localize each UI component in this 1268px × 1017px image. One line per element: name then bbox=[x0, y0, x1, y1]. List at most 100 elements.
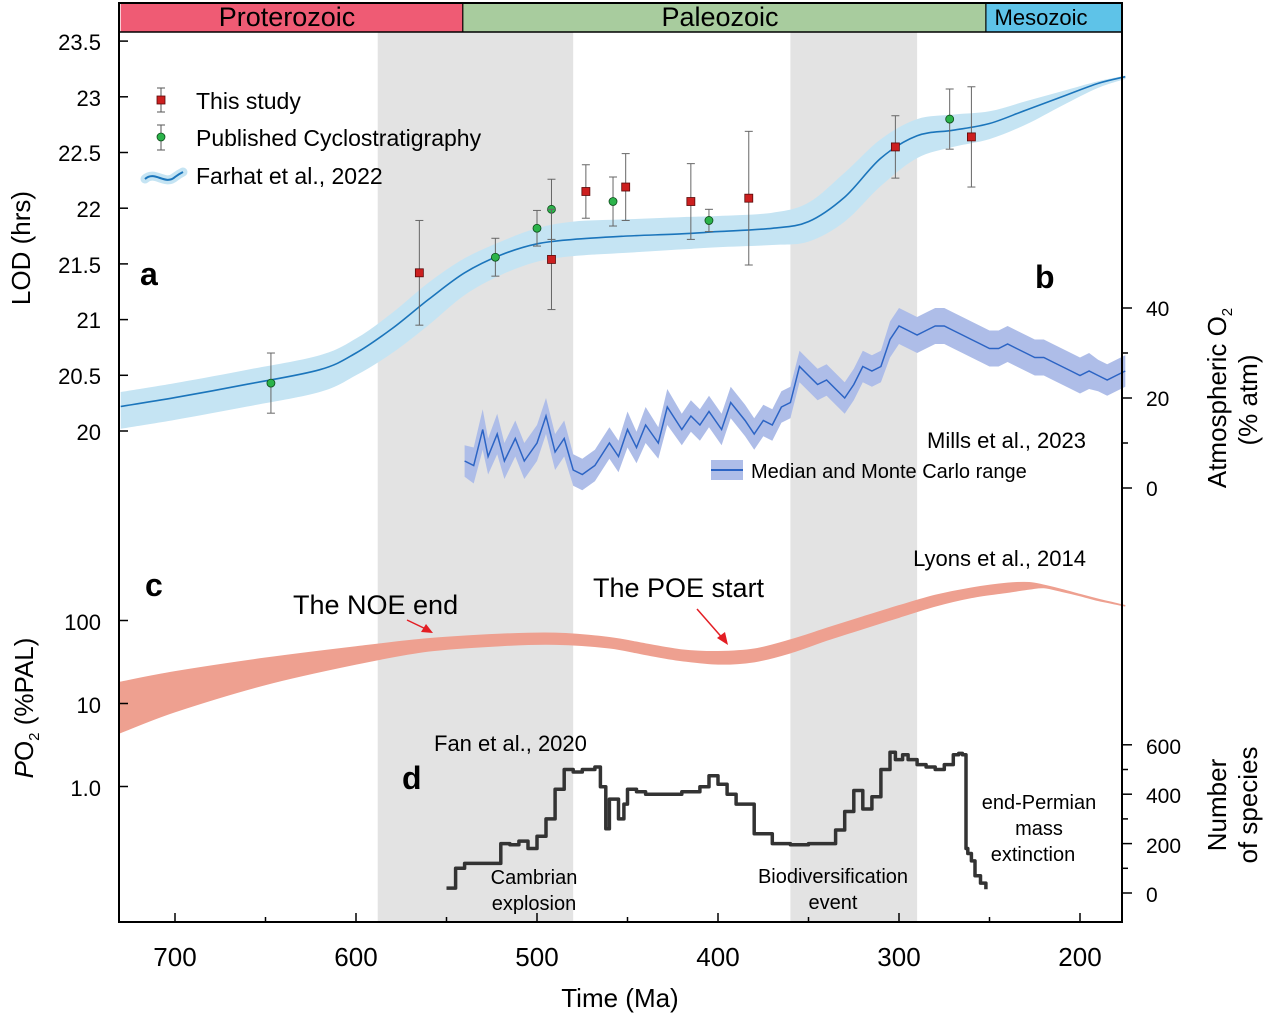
era-block bbox=[120, 3, 463, 32]
lod-tick-label: 20 bbox=[77, 420, 101, 445]
lod-axis-label: LOD (hrs) bbox=[6, 191, 36, 305]
po2-axis-label-rest: (%PAL) bbox=[9, 638, 39, 733]
species-panel bbox=[446, 750, 988, 890]
permian-label-line3: extinction bbox=[991, 844, 1076, 866]
cyclo-point bbox=[608, 197, 618, 206]
species-tick-label: 0 bbox=[1146, 884, 1158, 907]
x-tick-labels: 700 600 500 400 300 200 bbox=[153, 942, 1101, 972]
o2-axis-label-main: Atmospheric O bbox=[1202, 316, 1232, 488]
shaded-interval bbox=[377, 32, 574, 922]
biodiv-label-line1: Biodiversification bbox=[758, 866, 908, 888]
species-axis-label-line2: of species bbox=[1233, 746, 1263, 863]
o2-tick-labels: 0 20 40 bbox=[1146, 298, 1169, 501]
x-tick-label: 600 bbox=[334, 942, 377, 972]
lod-points bbox=[266, 86, 976, 414]
mills-legend-label: Median and Monte Carlo range bbox=[751, 461, 1027, 483]
x-tick-label: 200 bbox=[1058, 942, 1101, 972]
this-study-point bbox=[967, 132, 976, 142]
cambrian-label-line1: Cambrian bbox=[491, 867, 578, 889]
legend-farhat-line bbox=[144, 171, 184, 181]
po2-tick-label: 100 bbox=[64, 610, 101, 635]
cyclo-point bbox=[490, 252, 500, 262]
noe-label: The NOE end bbox=[293, 590, 458, 620]
o2-axis-label-sub: 2 bbox=[1219, 308, 1236, 316]
x-tick-label: 300 bbox=[877, 942, 920, 972]
era-label-mesozoic: Mesozoic bbox=[995, 5, 1088, 30]
legend-this-study-label: This study bbox=[196, 88, 301, 114]
cambrian-label-line2: explosion bbox=[492, 893, 577, 915]
farhat-line bbox=[120, 75, 1126, 408]
lod-tick-label: 22 bbox=[77, 197, 101, 222]
o2-range-band bbox=[464, 308, 1126, 491]
o2-axis-label-line2: (% atm) bbox=[1233, 355, 1263, 446]
po2-band bbox=[119, 581, 1126, 734]
poe-arrow-head bbox=[717, 632, 728, 645]
o2-tick-label: 0 bbox=[1146, 478, 1158, 501]
lod-tick-labels: 20 20.5 21 21.5 22 22.5 23 23.5 bbox=[58, 30, 101, 445]
po2-axis-label-p: P bbox=[9, 760, 39, 778]
era-bar bbox=[120, 3, 1122, 32]
noe-arrow-head bbox=[421, 624, 433, 633]
this-study-point bbox=[890, 142, 900, 152]
mills-citation: Mills et al., 2023 bbox=[927, 428, 1086, 453]
x-tick-label: 500 bbox=[515, 942, 558, 972]
this-study-point bbox=[686, 197, 696, 206]
x-tick-label: 400 bbox=[696, 942, 739, 972]
po2-axis-label-sub: 2 bbox=[26, 732, 43, 740]
this-study-point bbox=[547, 255, 556, 264]
legend-cyclo-marker bbox=[156, 132, 166, 142]
lod-tick-label: 21 bbox=[77, 308, 101, 333]
species-tick-label: 200 bbox=[1146, 835, 1181, 858]
permian-label-line1: end-Permian bbox=[982, 792, 1097, 814]
species-tick-labels: 0 200 400 600 bbox=[1146, 736, 1181, 907]
this-study-point bbox=[744, 193, 754, 203]
po2-panel bbox=[119, 581, 1126, 734]
species-tick-label: 600 bbox=[1146, 736, 1181, 759]
lod-tick-label: 21.5 bbox=[58, 253, 101, 278]
lod-tick-label: 23 bbox=[77, 86, 101, 111]
legend-this-study-marker bbox=[156, 95, 166, 105]
panel-letter-c: c bbox=[145, 567, 163, 603]
cyclo-point bbox=[266, 378, 276, 388]
this-study-point bbox=[581, 187, 591, 196]
era-label-proterozoic: Proterozoic bbox=[219, 2, 356, 32]
cyclo-point bbox=[945, 114, 955, 124]
o2-median-line bbox=[464, 325, 1126, 476]
x-tick-label: 700 bbox=[153, 942, 196, 972]
panel-letter-b: b bbox=[1035, 259, 1055, 295]
x-axis-label: Time (Ma) bbox=[561, 983, 678, 1013]
po2-axis-label: PO2 (%PAL) bbox=[9, 638, 43, 779]
permian-label-line2: mass bbox=[1015, 818, 1063, 840]
legend-cyclo-label: Published Cyclostratigraphy bbox=[196, 125, 482, 151]
this-study-point bbox=[621, 182, 631, 192]
po2-axis-label-o: O bbox=[9, 741, 39, 761]
era-label-paleozoic: Paleozoic bbox=[661, 2, 778, 32]
o2-tick-label: 40 bbox=[1146, 298, 1169, 321]
panel-letter-a: a bbox=[140, 256, 158, 292]
legend-farhat-label: Farhat et al., 2022 bbox=[196, 163, 383, 189]
o2-tick-label: 20 bbox=[1146, 388, 1169, 411]
lod-tick-label: 23.5 bbox=[58, 30, 101, 55]
this-study-point bbox=[414, 268, 424, 278]
lod-panel bbox=[120, 75, 1126, 429]
axis-ticks bbox=[119, 40, 1132, 922]
fan-citation: Fan et al., 2020 bbox=[434, 731, 587, 756]
po2-tick-label: 1.0 bbox=[70, 776, 101, 801]
panel-letter-d: d bbox=[402, 760, 422, 796]
biodiv-label-line2: event bbox=[809, 892, 858, 914]
era-block bbox=[462, 3, 986, 32]
o2-panel bbox=[464, 308, 1126, 491]
lod-tick-label: 20.5 bbox=[58, 364, 101, 389]
poe-label: The POE start bbox=[593, 573, 765, 603]
lod-tick-label: 22.5 bbox=[58, 141, 101, 166]
cyclo-point bbox=[532, 223, 542, 233]
po2-tick-label: 10 bbox=[77, 693, 101, 718]
o2-axis-label-line1: Atmospheric O2 bbox=[1202, 308, 1236, 488]
plot-frame bbox=[118, 2, 1123, 923]
species-curve bbox=[446, 750, 988, 890]
cyclo-point bbox=[704, 216, 714, 225]
era-block bbox=[985, 3, 1122, 32]
lyons-citation: Lyons et al., 2014 bbox=[913, 546, 1086, 571]
species-axis-label-line1: Number bbox=[1202, 758, 1232, 851]
